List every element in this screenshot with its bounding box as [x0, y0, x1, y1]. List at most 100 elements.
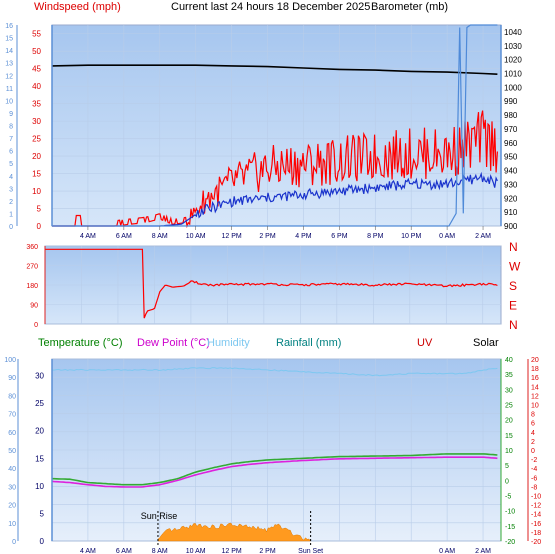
- wind-panel-x-ticks: 4 AM 6 AM 8 AM 10 AM 12 PM 2 PM 4 PM 6 PM 8 PM 10…: [80, 226, 491, 240]
- direction-tick-label: 0: [34, 322, 38, 329]
- windspeed-tick-label: 50: [32, 47, 41, 56]
- barometer-axis-title: Barometer (mb): [371, 1, 448, 13]
- humidity-tick-label: 60: [8, 430, 16, 437]
- humidity-tick-label: 0: [12, 539, 16, 546]
- secondary-tick-label: 12: [5, 73, 13, 80]
- x-tick-label: 4 AM: [80, 233, 96, 240]
- windspeed-axis-title: Windspeed (mph): [34, 1, 121, 13]
- secondary-tick-label: 0: [9, 224, 13, 231]
- windspeed-tick-label: 30: [32, 117, 41, 126]
- secondary-tick-label: 9: [9, 111, 13, 118]
- uv-tick-label: 18: [531, 366, 539, 373]
- x-tick-label: 4 AM: [80, 548, 96, 554]
- barometer-tick-label: 980: [504, 111, 518, 120]
- legend-entry: Humidity: [207, 337, 250, 349]
- rainfall-tick-label: 35: [505, 372, 513, 379]
- uv-tick-label: 6: [531, 421, 535, 428]
- wind-panel-y-ticks: 0510152025303540455055012345678910111213…: [5, 23, 522, 231]
- direction-tick-label: 360: [26, 244, 38, 251]
- secondary-tick-label: 14: [5, 48, 13, 55]
- uv-tick-label: 20: [531, 357, 539, 364]
- uv-tick-label: 10: [531, 403, 539, 410]
- legend-entry: Dew Point (°C): [137, 337, 210, 349]
- compass-label: W: [509, 260, 521, 274]
- windspeed-tick-label: 25: [32, 135, 41, 144]
- x-tick-label: 12 PM: [221, 548, 241, 554]
- humidity-tick-label: 90: [8, 375, 16, 382]
- humidity-tick-label: 20: [8, 503, 16, 510]
- compass-label: S: [509, 279, 517, 293]
- wind-panel-background: [51, 24, 502, 227]
- rainfall-tick-label: -20: [505, 539, 515, 546]
- windspeed-tick-label: 15: [32, 170, 41, 179]
- secondary-tick-label: 3: [9, 186, 13, 193]
- legend-entry: Solar: [473, 337, 499, 349]
- wind-panel-series: [51, 24, 498, 229]
- barometer-tick-label: 990: [504, 97, 518, 106]
- humidity-tick-label: 40: [8, 466, 16, 473]
- barometer-tick-label: 940: [504, 167, 518, 176]
- x-tick-label: 2 AM: [475, 548, 491, 554]
- uv-tick-label: 16: [531, 375, 539, 382]
- barometer-tick-label: 960: [504, 139, 518, 148]
- windspeed-tick-label: 35: [32, 100, 41, 109]
- rainfall-tick-label: -15: [505, 524, 515, 531]
- x-tick-label: 0 AM: [439, 548, 455, 554]
- secondary-tick-label: 2: [9, 199, 13, 206]
- secondary-tick-label: 15: [5, 36, 13, 43]
- secondary-tick-label: 5: [9, 161, 13, 168]
- barometer-line: [51, 64, 498, 75]
- barometer-tick-label: 1010: [504, 70, 522, 79]
- x-tick-label: 4 PM: [295, 233, 312, 240]
- compass-label: E: [509, 299, 517, 313]
- uv-tick-label: -12: [531, 503, 541, 510]
- wind-gust-line: [52, 110, 498, 229]
- secondary-tick-label: 6: [9, 149, 13, 156]
- barometer-tick-label: 1020: [504, 56, 522, 65]
- secondary-tick-label: 7: [9, 136, 13, 143]
- secondary-tick-label: 16: [5, 23, 13, 30]
- compass-label: N: [509, 240, 518, 254]
- rainfall-tick-label: 0: [505, 478, 509, 485]
- humidity-tick-label: 100: [4, 357, 16, 364]
- humidity-line: [51, 367, 498, 377]
- secondary-tick-label: 13: [5, 61, 13, 68]
- temperature-tick-label: 25: [35, 399, 44, 408]
- rainfall-tick-label: -10: [505, 509, 515, 516]
- legend-entry: UV: [417, 337, 433, 349]
- temperature-tick-label: 0: [40, 537, 45, 546]
- x-tick-label: 6 AM: [116, 233, 132, 240]
- temperature-tick-label: 10: [35, 482, 44, 491]
- secondary-tick-label: 11: [6, 86, 13, 93]
- humidity-tick-label: 70: [8, 412, 16, 419]
- x-tick-label: 0 AM: [439, 233, 455, 240]
- dew-point-line: [51, 456, 498, 488]
- temperature-tick-label: 15: [35, 454, 44, 463]
- uv-tick-label: 8: [531, 412, 535, 419]
- legend-entry: Rainfall (mm): [276, 337, 341, 349]
- secondary-tick-label: 8: [9, 124, 13, 131]
- compass-label: N: [509, 318, 518, 332]
- windspeed-tick-label: 20: [32, 152, 41, 161]
- uv-tick-label: -4: [531, 466, 537, 473]
- barometer-tick-label: 1030: [504, 42, 522, 51]
- rainfall-tick-label: 10: [505, 448, 513, 455]
- uv-tick-label: -20: [531, 539, 541, 546]
- temperature-tick-label: 5: [40, 509, 45, 518]
- humidity-tick-label: 30: [8, 484, 16, 491]
- humidity-tick-label: 10: [8, 521, 16, 528]
- barometer-tick-label: 910: [504, 208, 518, 217]
- rainfall-tick-label: -5: [505, 494, 511, 501]
- wind-direction-line: [45, 248, 498, 319]
- temperature-panel-legend: Temperature (°C) Dew Point (°C)Humidity Ra…: [38, 337, 499, 349]
- temperature-tick-label: 20: [35, 427, 44, 436]
- windspeed-tick-label: 40: [32, 82, 41, 91]
- barometer-tick-label: 930: [504, 180, 518, 189]
- windspeed-tick-label: 10: [32, 187, 41, 196]
- windspeed-tick-label: 5: [37, 205, 42, 214]
- x-tick-label: 8 PM: [367, 233, 384, 240]
- x-tick-label: 10 AM: [186, 548, 206, 554]
- uv-tick-label: -10: [531, 494, 541, 501]
- rainfall-tick-label: 30: [505, 387, 513, 394]
